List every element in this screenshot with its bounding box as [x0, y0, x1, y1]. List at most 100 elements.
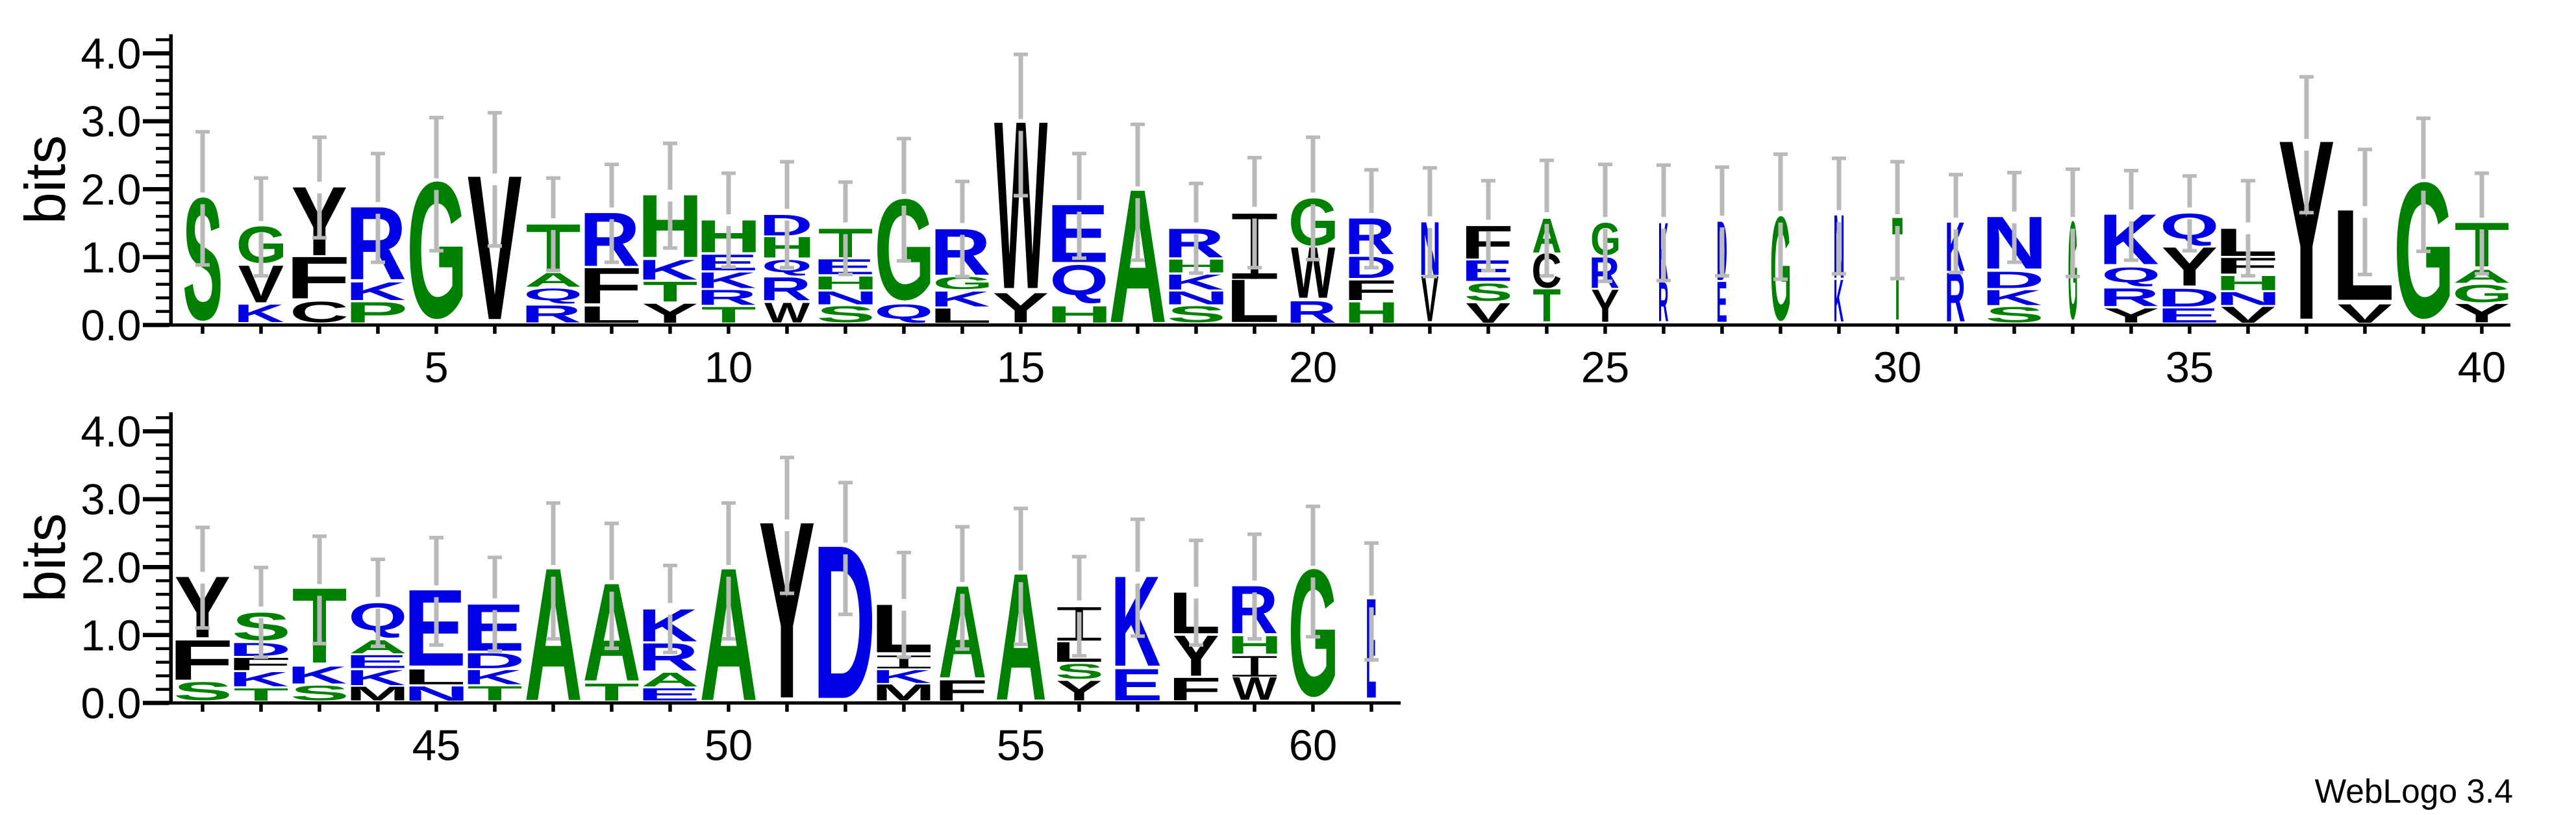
svg-text:S: S	[1464, 278, 1513, 306]
svg-text:K: K	[930, 287, 990, 311]
svg-text:E: E	[1110, 659, 1162, 710]
svg-text:Y: Y	[2103, 304, 2159, 327]
svg-text:25: 25	[1581, 344, 1630, 392]
svg-text:C: C	[290, 295, 349, 329]
svg-text:10: 10	[705, 344, 753, 392]
svg-text:V: V	[2221, 302, 2276, 327]
svg-text:K: K	[229, 668, 289, 690]
svg-text:3.0: 3.0	[81, 97, 141, 146]
svg-text:15: 15	[997, 344, 1045, 392]
svg-text:Y: Y	[1056, 675, 1102, 707]
svg-text:bits: bits	[13, 135, 77, 224]
svg-text:S: S	[816, 302, 875, 327]
svg-text:Q: Q	[1049, 257, 1108, 305]
svg-text:N: N	[2215, 288, 2281, 309]
svg-text:K: K	[1834, 268, 1844, 334]
svg-text:H: H	[1344, 296, 1399, 329]
svg-text:K: K	[287, 661, 347, 688]
svg-text:L: L	[929, 304, 992, 327]
svg-text:N: N	[403, 682, 469, 705]
svg-text:A: A	[641, 669, 699, 691]
svg-text:P: P	[345, 296, 408, 329]
svg-text:T: T	[468, 682, 523, 705]
svg-text:60: 60	[1289, 721, 1338, 770]
svg-text:S: S	[1167, 302, 1226, 327]
svg-text:WebLogo 3.4: WebLogo 3.4	[2315, 772, 2513, 810]
svg-text:R: R	[696, 286, 757, 310]
svg-text:Y: Y	[2453, 299, 2510, 328]
svg-text:50: 50	[705, 721, 753, 770]
svg-text:E: E	[345, 651, 408, 672]
svg-text:V: V	[2338, 299, 2392, 329]
svg-text:R: R	[1658, 271, 1668, 334]
svg-text:W: W	[764, 297, 810, 329]
svg-text:G: G	[2452, 279, 2513, 307]
svg-text:Y: Y	[992, 284, 1049, 332]
svg-text:30: 30	[1873, 344, 1922, 392]
svg-text:F: F	[1168, 671, 1221, 707]
svg-text:55: 55	[997, 721, 1045, 770]
svg-text:R: R	[2099, 283, 2160, 312]
svg-text:K: K	[234, 299, 284, 328]
svg-text:K: K	[462, 666, 523, 688]
svg-text:bits: bits	[13, 513, 77, 602]
svg-text:20: 20	[1289, 344, 1338, 392]
svg-text:F: F	[169, 628, 234, 692]
svg-text:4.0: 4.0	[81, 30, 141, 79]
svg-text:F: F	[1343, 275, 1397, 307]
svg-text:M: M	[872, 680, 936, 705]
svg-text:N: N	[812, 288, 879, 308]
svg-text:E: E	[1716, 270, 1727, 334]
svg-text:0.0: 0.0	[81, 679, 141, 728]
svg-text:E: E	[637, 684, 701, 704]
svg-text:Q: Q	[523, 286, 582, 305]
svg-text:R: R	[521, 301, 582, 328]
svg-text:K: K	[1982, 286, 2042, 310]
svg-text:W: W	[1232, 671, 1277, 707]
svg-text:T: T	[701, 302, 757, 327]
svg-text:T: T	[584, 679, 640, 706]
svg-text:5: 5	[424, 344, 448, 392]
svg-text:R: R	[759, 271, 811, 308]
svg-text:S: S	[1985, 303, 2044, 327]
svg-text:T: T	[234, 684, 289, 704]
svg-text:Y: Y	[1591, 281, 1619, 332]
svg-text:A: A	[524, 269, 582, 291]
svg-text:D: D	[1982, 267, 2045, 294]
svg-text:N: N	[1163, 288, 1229, 308]
svg-text:F: F	[286, 245, 351, 312]
svg-text:Y: Y	[642, 297, 698, 329]
svg-text:S: S	[173, 677, 232, 705]
svg-text:K: K	[345, 277, 406, 306]
svg-text:F: F	[578, 258, 643, 315]
svg-text:K: K	[638, 254, 698, 286]
svg-text:K: K	[871, 666, 932, 687]
svg-text:F: F	[934, 674, 988, 707]
svg-text:1.0: 1.0	[81, 611, 141, 660]
svg-text:L: L	[578, 301, 642, 328]
svg-text:3.0: 3.0	[81, 475, 141, 524]
svg-text:M: M	[346, 683, 410, 705]
svg-text:V: V	[1466, 297, 1510, 329]
svg-text:D: D	[2157, 283, 2220, 312]
svg-text:45: 45	[412, 721, 461, 770]
svg-text:1.0: 1.0	[81, 233, 141, 282]
svg-text:K: K	[638, 599, 698, 651]
svg-text:R: R	[1286, 294, 1336, 329]
svg-text:L: L	[403, 665, 466, 689]
svg-text:2.0: 2.0	[81, 544, 141, 592]
svg-text:K: K	[345, 666, 406, 690]
svg-text:S: S	[290, 681, 349, 705]
svg-text:K: K	[2099, 200, 2159, 280]
svg-text:H: H	[1046, 301, 1112, 327]
svg-text:Q: Q	[2101, 264, 2160, 287]
svg-text:0.0: 0.0	[81, 301, 141, 350]
svg-text:T: T	[1532, 281, 1560, 332]
svg-text:K: K	[696, 268, 757, 293]
svg-text:T: T	[643, 276, 698, 308]
svg-text:E: E	[2157, 304, 2220, 327]
svg-text:35: 35	[2166, 344, 2214, 392]
svg-text:40: 40	[2458, 344, 2507, 392]
svg-text:Q: Q	[874, 300, 933, 323]
svg-text:S: S	[1055, 660, 1104, 683]
